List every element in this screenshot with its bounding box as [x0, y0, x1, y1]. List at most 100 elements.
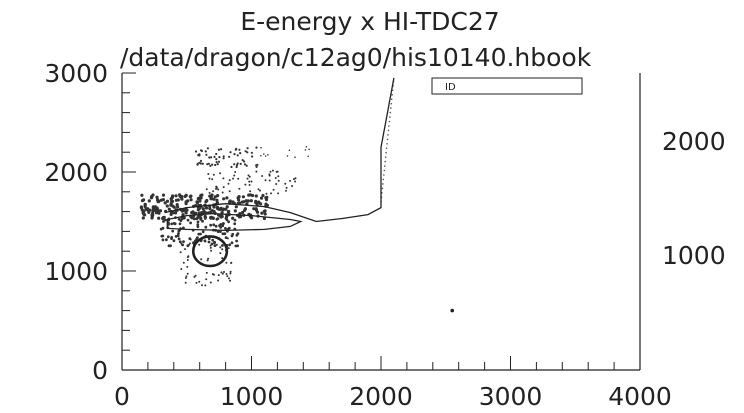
density-dot [208, 194, 212, 198]
density-dot [215, 185, 218, 188]
density-dot [142, 198, 146, 202]
density-dot [147, 210, 151, 214]
density-dot [212, 273, 215, 276]
density-dot [294, 177, 297, 180]
density-dot [207, 240, 211, 244]
density-dot [188, 195, 192, 199]
density-dot [235, 164, 239, 167]
density-dot [261, 193, 265, 198]
trail-dot [385, 147, 388, 149]
trail-dot [386, 143, 388, 145]
density-dot [255, 164, 258, 167]
density-dot [219, 206, 223, 210]
density-dot [161, 198, 165, 202]
density-dot [201, 162, 204, 165]
density-dot [228, 179, 231, 182]
density-dot [289, 179, 292, 182]
density-dot [176, 234, 180, 238]
density-dot [220, 271, 223, 274]
density-dot [285, 186, 288, 189]
density-dot [204, 150, 207, 153]
density-dot [217, 279, 220, 282]
density-dot [147, 199, 151, 203]
density-dot [230, 241, 234, 245]
density-dot [254, 208, 259, 212]
density-dot [255, 170, 258, 173]
density-dot [151, 205, 155, 209]
density-dot [172, 205, 176, 209]
density-dot [187, 255, 190, 258]
density-dot [238, 148, 241, 151]
density-dot [194, 150, 198, 153]
trail-dot [390, 98, 393, 100]
density-dot [200, 149, 203, 152]
density-dot [180, 209, 184, 213]
density-dot [212, 173, 215, 176]
density-dot [250, 180, 253, 183]
density-dot [252, 207, 256, 211]
density-dot [218, 214, 223, 218]
density-dot [184, 211, 188, 215]
density-dot [164, 218, 167, 222]
density-dot [190, 211, 194, 215]
density-dot [181, 213, 185, 217]
density-dot [244, 199, 248, 203]
density-dot [235, 239, 239, 243]
density-dot [186, 265, 189, 268]
density-dot [269, 170, 272, 173]
trail-dot [387, 134, 389, 136]
density-dot [236, 154, 239, 157]
trail-dot [387, 129, 390, 132]
density-dot [156, 200, 161, 204]
x-tick-label: 0 [114, 382, 130, 411]
density-dot [214, 163, 217, 167]
density-dot [205, 188, 208, 191]
density-dot [199, 196, 203, 200]
density-dot [205, 198, 209, 203]
density-dot [195, 281, 198, 284]
density-dot [249, 199, 253, 203]
density-dot [231, 200, 235, 204]
density-dot [263, 212, 267, 216]
density-dot [182, 261, 185, 264]
density-dot [180, 195, 184, 199]
trail-dot [382, 183, 384, 185]
density-dot [212, 197, 216, 201]
density-dot [155, 195, 159, 199]
trail-dot [383, 174, 385, 176]
plot-frame [121, 73, 641, 371]
density-dot [219, 172, 222, 175]
density-dot [254, 201, 258, 205]
density-dot [207, 173, 210, 175]
density-dot [233, 209, 237, 213]
density-dot [244, 183, 247, 186]
isolated-point [450, 308, 455, 313]
density-dot [177, 237, 181, 241]
density-dot [286, 155, 289, 157]
density-dot [228, 277, 230, 280]
density-dot [165, 238, 168, 242]
density-dot [179, 251, 182, 254]
density-dot [308, 148, 310, 151]
stats-box: ID [431, 77, 583, 95]
density-dot [233, 153, 236, 156]
density-dot [277, 192, 280, 195]
density-dot [218, 224, 221, 228]
density-dot [169, 212, 173, 216]
density-dot [222, 155, 225, 158]
trail-dot [391, 94, 394, 96]
density-dot [265, 195, 269, 199]
density-dot [209, 223, 213, 227]
density-dot [162, 220, 165, 223]
density-dot [198, 243, 201, 246]
density-dot [150, 213, 154, 217]
density-dot [234, 205, 238, 209]
density-dot [196, 163, 199, 166]
density-dot [236, 244, 240, 248]
density-dot [260, 146, 262, 149]
trail-dot [383, 165, 386, 167]
density-dot [304, 149, 307, 151]
density-dot [217, 160, 221, 163]
density-dot [261, 175, 264, 177]
density-dot [260, 155, 262, 157]
